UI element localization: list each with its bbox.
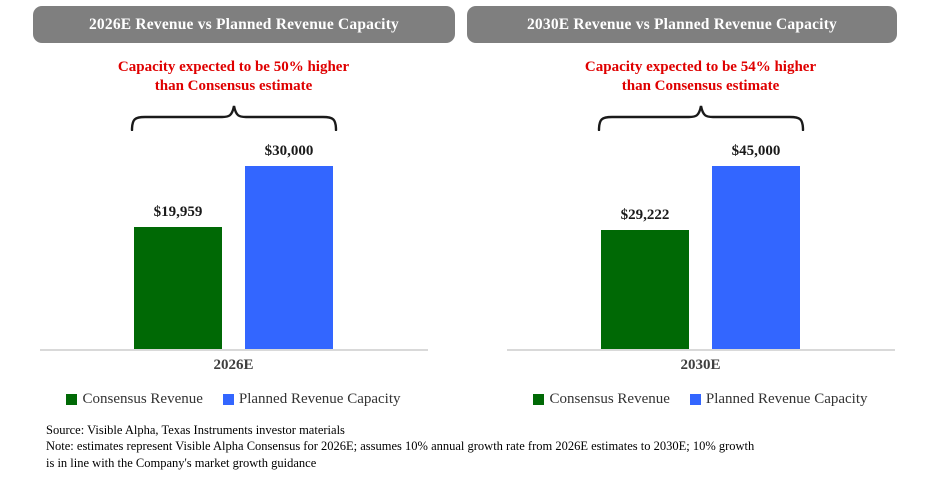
legend-swatch-consensus xyxy=(66,394,78,405)
bar-item-consensus: $29,222 xyxy=(601,207,689,349)
bar-value-label: $30,000 xyxy=(264,143,314,159)
x-axis-category: 2030E xyxy=(680,357,721,373)
bar-item-capacity: $30,000 xyxy=(245,143,333,349)
bar-plot: $29,222 $45,000 xyxy=(506,131,895,351)
chart-title: 2026E Revenue vs Planned Revenue Capacit… xyxy=(88,15,400,33)
bar-plot: $19,959 $30,000 xyxy=(39,131,428,351)
source-line: Source: Visible Alpha, Texas Instruments… xyxy=(46,423,345,437)
legend-item-capacity: Planned Revenue Capacity xyxy=(689,391,868,408)
bar-value-label: $19,959 xyxy=(153,204,203,220)
chart-annotation: Capacity expected to be 54% higher than … xyxy=(584,59,817,94)
chart-panel-2026e: 2026E Revenue vs Planned Revenue Capacit… xyxy=(0,0,467,408)
legend-item-capacity: Planned Revenue Capacity xyxy=(222,391,401,408)
legend-swatch-consensus xyxy=(533,394,545,405)
bar-item-consensus: $19,959 xyxy=(134,204,222,349)
chart-annotation: Capacity expected to be 50% higher than … xyxy=(117,59,350,94)
legend-label: Consensus Revenue xyxy=(549,391,670,407)
chart-title-banner-2026e: 2026E Revenue vs Planned Revenue Capacit… xyxy=(33,6,455,43)
chart-panels: 2026E Revenue vs Planned Revenue Capacit… xyxy=(0,0,934,408)
legend-item-consensus: Consensus Revenue xyxy=(66,391,203,408)
curly-brace-icon xyxy=(597,105,804,131)
legend: Consensus Revenue Planned Revenue Capaci… xyxy=(467,391,934,408)
brace-row xyxy=(0,103,467,131)
legend-swatch-capacity xyxy=(222,394,234,405)
curly-brace-icon xyxy=(130,105,337,131)
legend-item-consensus: Consensus Revenue xyxy=(533,391,670,408)
bar-value-label: $29,222 xyxy=(620,207,670,223)
chart-title-banner-2030e: 2030E Revenue vs Planned Revenue Capacit… xyxy=(467,6,897,43)
x-axis-category: 2026E xyxy=(213,357,254,373)
planned-capacity-bar xyxy=(712,166,800,349)
legend-label: Consensus Revenue xyxy=(82,391,203,407)
legend: Consensus Revenue Planned Revenue Capaci… xyxy=(0,391,467,408)
bar-value-label: $45,000 xyxy=(731,143,781,159)
chart-panel-2030e: 2030E Revenue vs Planned Revenue Capacit… xyxy=(467,0,934,408)
consensus-revenue-bar xyxy=(601,230,689,349)
consensus-revenue-bar xyxy=(134,227,222,349)
note-line: Note: estimates represent Visible Alpha … xyxy=(46,439,755,470)
bar-group: $29,222 $45,000 xyxy=(601,143,800,349)
legend-label: Planned Revenue Capacity xyxy=(238,391,401,407)
chart-title: 2030E Revenue vs Planned Revenue Capacit… xyxy=(526,15,838,33)
planned-capacity-bar xyxy=(245,166,333,349)
bar-group: $19,959 $30,000 xyxy=(134,143,333,349)
legend-swatch-capacity xyxy=(689,394,701,405)
footnote: Source: Visible Alpha, Texas Instruments… xyxy=(46,422,914,471)
bar-item-capacity: $45,000 xyxy=(712,143,800,349)
legend-label: Planned Revenue Capacity xyxy=(705,391,868,407)
brace-row xyxy=(467,103,934,131)
